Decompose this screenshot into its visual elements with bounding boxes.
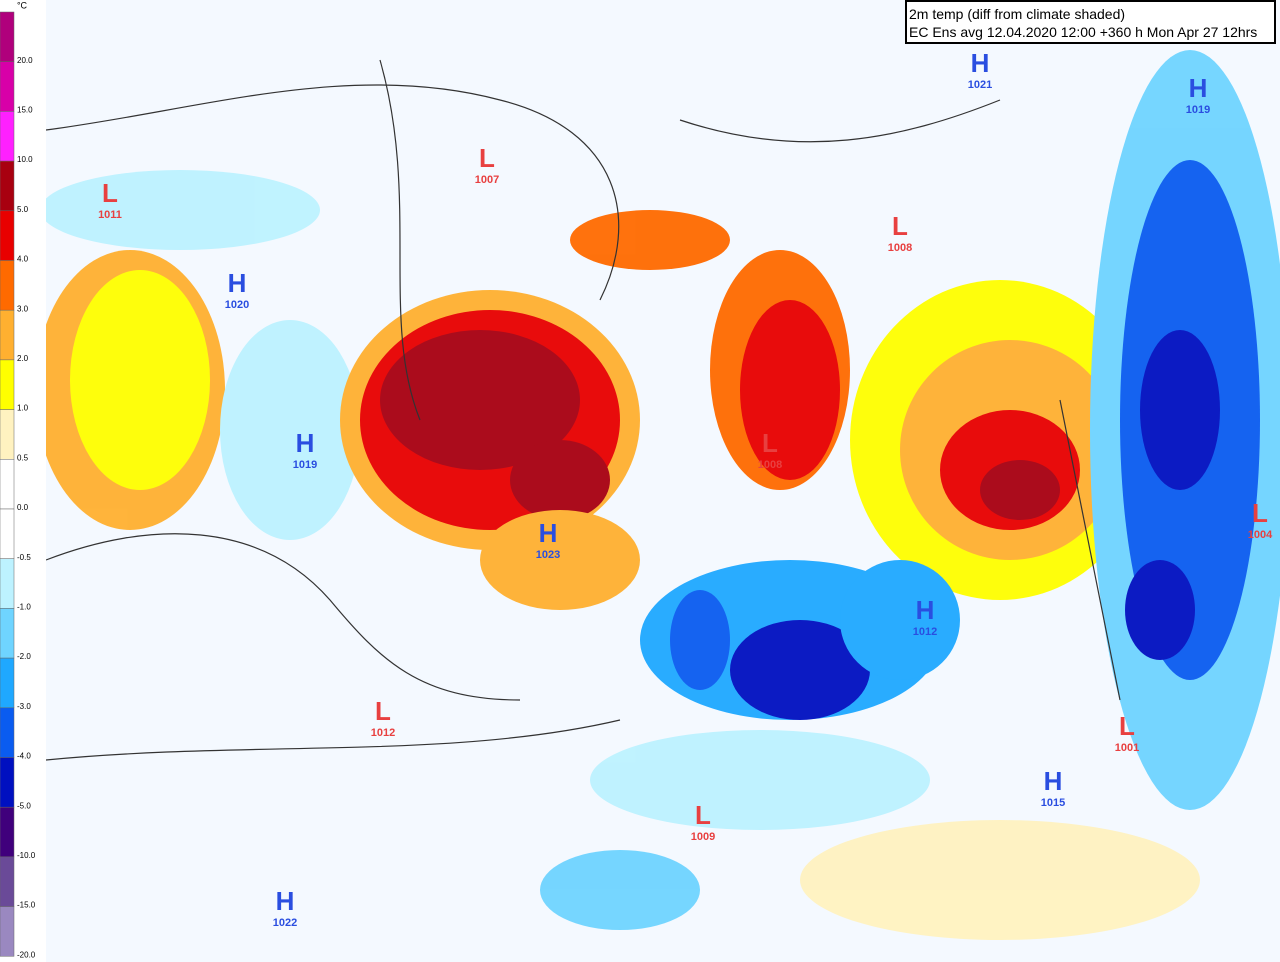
legend-band bbox=[0, 757, 15, 808]
legend-label: -0.5 bbox=[17, 553, 31, 562]
color-legend: °C 20.0 15.0 10.0 5.0 4.0 3.0 2.0 1.0 0.5 0.0 -0.5… bbox=[0, 0, 46, 962]
pressure-center-letter: L bbox=[695, 800, 711, 830]
pressure-center-value: 1004 bbox=[1248, 529, 1273, 541]
pressure-center-letter: L bbox=[375, 696, 391, 726]
pressure-center-letter: L bbox=[479, 143, 495, 173]
legend-band bbox=[0, 210, 15, 261]
legend-band bbox=[0, 309, 15, 361]
legend-band bbox=[0, 160, 15, 212]
legend-label: -10.0 bbox=[17, 851, 36, 860]
pressure-center-value: 1007 bbox=[475, 174, 499, 186]
pressure-center-value: 1008 bbox=[758, 459, 782, 471]
legend-band bbox=[0, 111, 15, 162]
legend-unit: °C bbox=[17, 0, 28, 10]
pressure-center-value: 1012 bbox=[371, 727, 395, 739]
pressure-center-letter: H bbox=[916, 595, 935, 625]
legend-label: -15.0 bbox=[17, 901, 36, 910]
legend-band bbox=[0, 608, 15, 659]
pressure-center-value: 1019 bbox=[293, 459, 317, 471]
legend-label: 2.0 bbox=[17, 354, 29, 363]
shading bbox=[35, 50, 1280, 940]
pressure-center-letter: L bbox=[1252, 498, 1268, 528]
pressure-center-letter: L bbox=[892, 211, 908, 241]
legend-label: -20.0 bbox=[17, 950, 36, 959]
pressure-center-value: 1022 bbox=[273, 917, 297, 929]
pressure-center-value: 1011 bbox=[98, 209, 122, 221]
legend-band bbox=[0, 359, 15, 410]
legend-band bbox=[0, 657, 15, 709]
title-box: 2m temp (diff from climate shaded) EC En… bbox=[905, 0, 1276, 44]
pressure-center-letter: H bbox=[1044, 766, 1063, 796]
pressure-center-value: 1015 bbox=[1041, 797, 1065, 809]
legend-label: 3.0 bbox=[17, 304, 29, 313]
legend-band bbox=[0, 856, 15, 907]
legend-band bbox=[0, 459, 15, 510]
legend-band bbox=[0, 11, 15, 62]
pressure-center-letter: L bbox=[762, 428, 778, 458]
pressure-center-letter: H bbox=[1189, 73, 1208, 103]
legend-band bbox=[0, 260, 15, 311]
pressure-center-value: 1012 bbox=[913, 626, 937, 638]
legend-label: 15.0 bbox=[17, 106, 33, 115]
pressure-center-value: 1009 bbox=[691, 831, 715, 843]
legend-label: 0.0 bbox=[17, 503, 29, 512]
title-line: 2m temp (diff from climate shaded) bbox=[909, 6, 1126, 22]
legend-label: -1.0 bbox=[17, 603, 31, 612]
legend-label: -5.0 bbox=[17, 801, 31, 810]
legend-label: 4.0 bbox=[17, 255, 29, 264]
pressure-center-letter: H bbox=[276, 886, 295, 916]
legend-label: -2.0 bbox=[17, 652, 31, 661]
legend-label: -4.0 bbox=[17, 752, 31, 761]
legend-band bbox=[0, 409, 15, 460]
pressure-center-letter: L bbox=[102, 178, 118, 208]
pressure-center-value: 1021 bbox=[968, 79, 992, 91]
legend-label: -3.0 bbox=[17, 702, 31, 711]
title-line: EC Ens avg 12.04.2020 12:00 +360 h Mon A… bbox=[909, 24, 1258, 40]
legend-band bbox=[0, 707, 15, 758]
isobars bbox=[45, 59, 1121, 761]
legend-label: 20.0 bbox=[17, 56, 33, 65]
legend-band bbox=[0, 906, 15, 957]
pressure-center-value: 1001 bbox=[1115, 742, 1139, 754]
legend-label: 5.0 bbox=[17, 205, 29, 214]
legend-label: 10.0 bbox=[17, 155, 33, 164]
legend-band bbox=[0, 558, 15, 609]
legend-label: 0.5 bbox=[17, 453, 29, 462]
pressure-center-value: 1019 bbox=[1186, 104, 1210, 116]
legend-band bbox=[0, 61, 15, 112]
pressure-center-letter: H bbox=[296, 428, 315, 458]
pressure-center-letter: H bbox=[539, 518, 558, 548]
pressure-center-value: 1020 bbox=[225, 299, 249, 311]
legend-label: 1.0 bbox=[17, 404, 29, 413]
pressure-center-letter: H bbox=[228, 268, 247, 298]
legend-band bbox=[0, 508, 15, 559]
pressure-center-value: 1023 bbox=[536, 549, 560, 561]
pressure-center-letter: H bbox=[971, 48, 990, 78]
pressure-center-letter: L bbox=[1119, 711, 1135, 741]
legend-band bbox=[0, 806, 15, 858]
pressure-center-value: 1008 bbox=[888, 242, 912, 254]
